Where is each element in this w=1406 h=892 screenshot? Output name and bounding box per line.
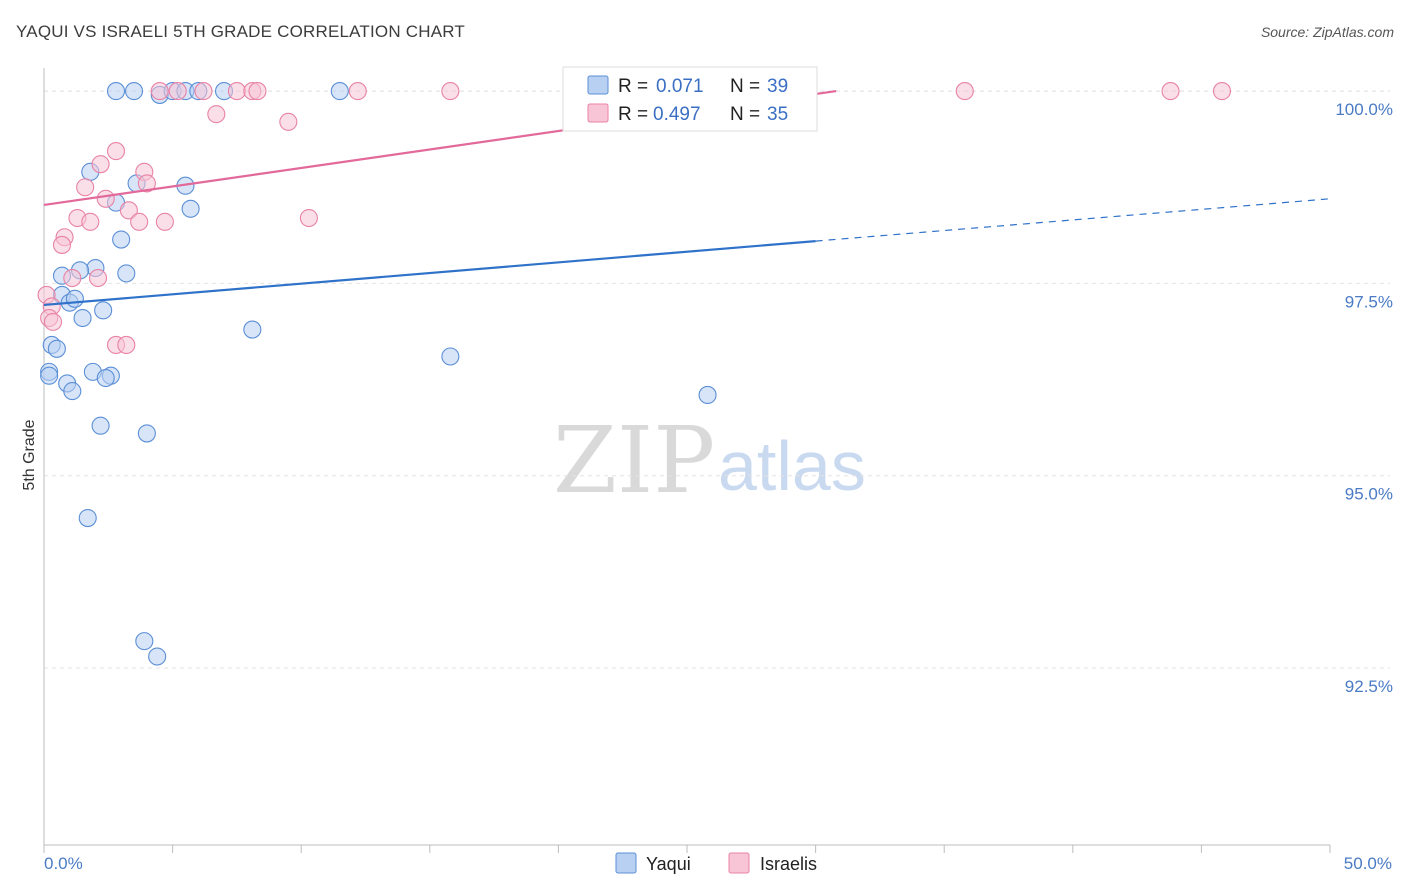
legend-n-label-israelis: N =: [730, 104, 760, 125]
israelis-point: [52, 235, 72, 254]
legend-n-label-yaqui: N =: [730, 76, 760, 97]
x-tick-label: 50.0%: [1344, 854, 1392, 873]
israelis-point: [155, 212, 174, 231]
israelis-point: [279, 112, 298, 131]
yaqui-point: [63, 382, 82, 401]
israelis-point: [137, 174, 156, 193]
legend-r-label-israelis: R =: [618, 104, 648, 125]
yaqui-point: [330, 82, 349, 101]
watermark-atlas: atlas: [718, 427, 866, 505]
israelis-point: [96, 189, 115, 208]
x-tick-labels: 0.0% 50.0%: [44, 854, 1392, 873]
yaqui-point: [78, 508, 97, 528]
israelis-point: [81, 212, 100, 231]
legend-n-value-yaqui: 39: [767, 76, 788, 97]
israelis-point: [227, 82, 246, 101]
israelis-point: [248, 82, 267, 101]
israelis-point: [1161, 82, 1180, 101]
y-tick-label: 100.0%: [1335, 100, 1393, 119]
israelis-point: [1212, 82, 1232, 101]
yaqui-point: [181, 199, 200, 218]
watermark-zip: ZIP: [553, 407, 715, 514]
israelis-point: [299, 208, 318, 228]
yaqui-point: [124, 82, 144, 101]
y-axis-title: 5th Grade: [21, 419, 38, 490]
y-tick-label: 97.5%: [1345, 292, 1393, 311]
legend-r-value-yaqui: 0.071: [656, 76, 704, 97]
chart-title: YAQUI VS ISRAELI 5TH GRADE CORRELATION C…: [16, 22, 465, 41]
israelis-point: [88, 268, 108, 288]
israelis-point: [168, 82, 187, 101]
yaqui-point: [47, 339, 66, 358]
israelis-point: [348, 82, 367, 101]
israelis-point: [91, 155, 110, 174]
y-tick-label: 95.0%: [1345, 485, 1393, 504]
yaqui-trend-line-extension: [815, 198, 1331, 242]
x-ticks: [43, 845, 1331, 853]
series-legend-label-yaqui: Yaqui: [646, 854, 691, 874]
israelis-point: [63, 268, 82, 288]
israelis-point: [76, 178, 95, 197]
yaqui-point: [148, 647, 167, 666]
yaqui-point: [106, 82, 126, 101]
legend-r-label-yaqui: R =: [618, 76, 648, 97]
yaqui-point: [698, 385, 717, 405]
legend-swatch-yaqui: [587, 75, 609, 95]
legend-n-value-israelis: 35: [767, 104, 788, 125]
stats-legend: R = 0.071 N = 39 R = 0.497 N = 35: [562, 66, 818, 132]
yaqui-point: [94, 301, 113, 320]
israelis-point: [955, 82, 974, 101]
yaqui-point: [112, 230, 131, 249]
yaqui-point: [243, 320, 262, 339]
data-points: [37, 82, 1232, 666]
israelis-point: [106, 142, 126, 161]
series-legend-swatch-yaqui: [615, 852, 637, 874]
gridlines: [44, 90, 1390, 669]
x-tick-label: 0.0%: [44, 854, 83, 873]
israelis-point: [207, 105, 226, 124]
yaqui-point: [137, 424, 156, 443]
israelis-point: [117, 335, 136, 355]
series-legend-label-israelis: Israelis: [760, 854, 817, 874]
israelis-point: [150, 82, 169, 101]
yaqui-point: [96, 368, 115, 388]
legend-r-value-israelis: 0.497: [653, 104, 701, 125]
yaqui-point: [73, 308, 92, 328]
israelis-point: [441, 82, 460, 101]
israelis-point: [194, 82, 213, 101]
series-legend: Yaqui Israelis: [615, 852, 817, 874]
series-legend-swatch-israelis: [728, 852, 750, 874]
y-tick-labels: 100.0% 97.5% 95.0% 92.5%: [1335, 100, 1393, 696]
israelis-point: [119, 201, 138, 220]
yaqui-point: [441, 347, 460, 366]
yaqui-point: [65, 289, 84, 308]
israelis-point: [130, 212, 149, 231]
legend-swatch-israelis: [587, 103, 609, 123]
yaqui-point: [135, 632, 154, 651]
yaqui-point: [117, 264, 136, 283]
source-note: Source: ZipAtlas.com: [1260, 24, 1394, 40]
yaqui-point: [91, 416, 110, 435]
yaqui-point: [40, 366, 59, 385]
y-tick-label: 92.5%: [1345, 677, 1393, 696]
israelis-point: [43, 312, 63, 331]
yaqui-trend-line: [43, 239, 816, 307]
